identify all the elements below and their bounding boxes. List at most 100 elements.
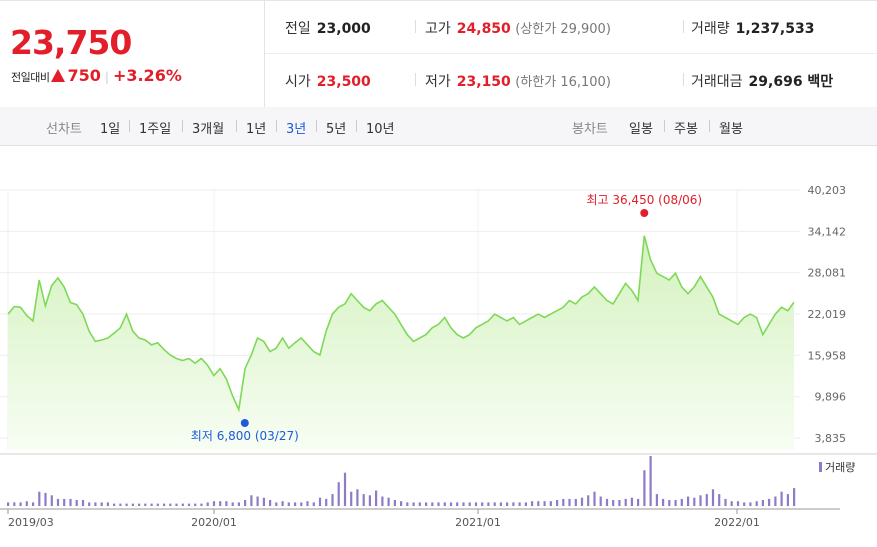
volume-bar (200, 503, 203, 506)
volume-bar (687, 496, 690, 506)
volume-bar (69, 498, 72, 506)
volume-bar (568, 498, 571, 506)
volume-bar (194, 503, 197, 506)
volume-bar (599, 496, 602, 506)
divider (276, 120, 277, 132)
price-area (8, 235, 794, 450)
stat-low: 저가 23,150 (하한가 16,100) (425, 71, 611, 91)
volume-bar (275, 502, 278, 506)
period-3m[interactable]: 3개월 (192, 122, 225, 137)
up-triangle-icon (51, 69, 66, 82)
y-tick-label: 40,203 (808, 184, 847, 197)
y-tick-label: 34,142 (808, 225, 847, 238)
period-3y[interactable]: 3년 (286, 122, 307, 137)
volume-bar (219, 501, 222, 506)
volume-bar (138, 503, 141, 506)
change-label: 전일대비 (11, 71, 50, 84)
stat-volume-label: 거래량 (691, 21, 730, 37)
stat-high: 고가 24,850 (상한가 29,900) (425, 18, 611, 38)
volume-bar (761, 500, 764, 506)
stat-amount-label: 거래대금 (691, 74, 743, 90)
change-separator: | (104, 70, 109, 84)
volume-bar (212, 501, 216, 506)
volume-bar (774, 496, 777, 506)
volume-bar (406, 502, 409, 506)
volume-bar (512, 502, 515, 506)
volume-bar (337, 482, 340, 506)
volume-bar (381, 496, 384, 506)
stat-low-value: 23,150 (456, 74, 511, 90)
stat-volume: 거래량 1,237,533 (691, 18, 814, 38)
x-tick-label: 2021/01 (455, 516, 501, 529)
volume-bar (443, 502, 446, 506)
high-marker (640, 209, 649, 217)
divider (415, 73, 416, 86)
volume-bar (649, 456, 652, 506)
stat-amount: 거래대금 29,696 백만 (691, 71, 833, 91)
volume-bar (718, 494, 721, 506)
price-chart: 40,203 34,142 28,081 22,019 15,958 9,896 3,835… (0, 184, 877, 529)
volume-bar (412, 502, 415, 506)
period-1d[interactable]: 1일 (100, 122, 121, 137)
volume-bar (368, 495, 371, 506)
volume-bar (343, 472, 347, 506)
volume-bar (156, 503, 159, 506)
period-10y[interactable]: 10년 (366, 122, 395, 137)
volume-bar (468, 502, 471, 506)
volume-bar (106, 502, 109, 506)
change-percent: +3.26% (112, 66, 182, 85)
volume-bar (400, 501, 403, 506)
volume-bar (549, 501, 552, 506)
volume-bar (387, 497, 390, 506)
volume-bar (662, 498, 665, 506)
volume-bar (755, 501, 758, 506)
candle-daily[interactable]: 일봉 (629, 122, 653, 137)
volume-bar (19, 502, 22, 506)
volume-bar (13, 502, 16, 506)
volume-bar (269, 500, 272, 506)
volume-bar (643, 470, 646, 506)
stat-high-limit: (상한가 29,900) (515, 22, 611, 37)
divider (683, 20, 684, 33)
volume-bar (418, 502, 421, 506)
current-price: 23,750 (10, 23, 132, 62)
volume-bar (131, 503, 134, 506)
divider (415, 20, 416, 33)
y-tick-label: 22,019 (808, 308, 847, 321)
volume-bar (331, 494, 334, 506)
volume-bar (262, 497, 265, 506)
volume-bar (474, 502, 478, 506)
volume-bar (487, 502, 490, 506)
low-annotation: 최저 6,800 (03/27) (191, 429, 299, 443)
volume-bar (556, 500, 559, 506)
volume-bar (425, 502, 428, 506)
stats-panel: 전일 23,000 고가 24,850 (상한가 29,900) 거래량 1,237,… (265, 1, 877, 107)
volume-bar (431, 502, 434, 506)
period-1y[interactable]: 1년 (246, 122, 267, 137)
volume-bars (7, 456, 796, 506)
divider (316, 120, 317, 132)
volume-bar (294, 502, 297, 506)
volume-bar (518, 502, 521, 506)
quote-summary: 23,750 전일대비 750 | +3.26% 전일 23,000 고가 24,850 … (0, 0, 877, 108)
y-axis-ticks: 40,203 34,142 28,081 22,019 15,958 9,896 3,835 (808, 184, 847, 445)
volume-bar (119, 503, 122, 506)
volume-bar (94, 502, 97, 506)
stat-prev: 전일 23,000 (285, 18, 371, 38)
period-5y[interactable]: 5년 (326, 122, 347, 137)
candle-weekly[interactable]: 주봉 (674, 122, 698, 137)
volume-bar (375, 490, 378, 506)
volume-bar (655, 494, 658, 506)
volume-bar (768, 498, 771, 506)
candle-monthly[interactable]: 월봉 (719, 122, 743, 137)
stat-high-label: 고가 (425, 21, 451, 37)
stats-row-1: 전일 23,000 고가 24,850 (상한가 29,900) 거래량 1,237,… (265, 1, 877, 54)
period-1w[interactable]: 1주일 (139, 122, 172, 137)
stat-open-value: 23,500 (316, 74, 371, 90)
volume-bar (312, 502, 315, 506)
volume-bar (674, 500, 677, 506)
volume-bar (256, 496, 259, 506)
volume-bar (481, 502, 484, 506)
stat-open-label: 시가 (285, 74, 311, 90)
x-axis-ticks: 2019/03 2020/01 2021/01 2022/01 (7, 509, 760, 529)
